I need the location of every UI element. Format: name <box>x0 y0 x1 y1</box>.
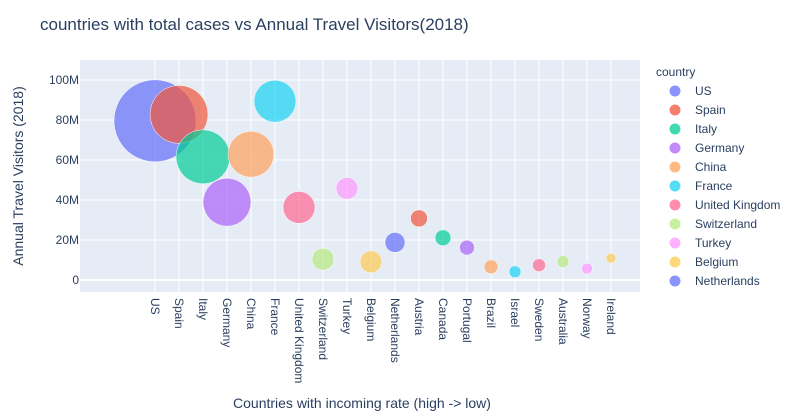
y-tick-label: 80M <box>56 113 79 127</box>
legend-item-belgium[interactable]: Belgium <box>669 255 739 269</box>
bubble-switzerland[interactable]: Switzerland <box>311 247 335 271</box>
bubble-germany[interactable]: Germany <box>202 177 252 227</box>
y-tick-label: 40M <box>56 193 79 207</box>
x-tick-label: Italy <box>196 298 210 320</box>
legend-marker <box>669 237 681 249</box>
x-tick-label: Spain <box>172 298 186 329</box>
x-tick-label: United Kingdom <box>292 298 306 383</box>
bubble-portugal[interactable]: Portugal <box>459 239 475 256</box>
legend-item-china[interactable]: China <box>669 160 727 174</box>
legend-label: Switzerland <box>695 217 757 231</box>
bubble-australia[interactable]: Australia <box>556 255 570 268</box>
legend-marker <box>669 199 681 211</box>
x-tick-label: US <box>148 298 162 315</box>
legend-marker <box>669 142 681 154</box>
x-tick-label: Canada <box>436 298 450 340</box>
x-tick-label: Austria <box>412 298 426 336</box>
y-tick-label: 20M <box>56 233 79 247</box>
x-tick-label: Germany <box>220 298 234 347</box>
legend[interactable]: country US Spain Italy Germany China France Un… <box>656 65 780 288</box>
bubble-netherlands[interactable]: Netherlands <box>384 232 406 253</box>
x-tick-label: France <box>268 298 282 336</box>
x-tick-label: China <box>244 298 258 330</box>
legend-marker <box>669 180 681 192</box>
x-tick-label: Switzerland <box>316 298 330 360</box>
legend-marker <box>669 161 681 173</box>
x-tick-label: Netherlands <box>388 298 402 363</box>
x-axis-label: Countries with incoming rate (high -> lo… <box>233 395 491 411</box>
legend-item-switzerland[interactable]: Switzerland <box>669 217 758 231</box>
legend-marker <box>669 256 681 268</box>
bubble-turkey[interactable]: Turkey <box>335 177 359 200</box>
legend-marker <box>669 85 681 97</box>
x-tick-label: Brazil <box>484 298 498 328</box>
bubble-sweden[interactable]: Sweden <box>532 258 546 272</box>
bubble-spain[interactable]: Spain <box>149 85 209 144</box>
x-tick-label: Ireland <box>604 298 618 335</box>
y-axis-label: Annual Travel Visitors (2018) <box>10 86 26 266</box>
x-tick-label: Norway <box>580 298 594 339</box>
x-tick-label: Australia <box>556 298 570 345</box>
bubble-united-kingdom[interactable]: United Kingdom <box>282 191 316 224</box>
bubble-brazil[interactable]: Brazil <box>483 259 499 275</box>
x-tick-label: Turkey <box>340 298 354 334</box>
legend-label: China <box>695 160 727 174</box>
bubble-china[interactable]: China <box>227 130 275 178</box>
legend-item-spain[interactable]: Spain <box>669 103 726 117</box>
legend-label: US <box>695 84 712 98</box>
legend-label: Netherlands <box>695 274 760 288</box>
legend-label: Belgium <box>695 255 738 269</box>
bubble-canada[interactable]: Canada <box>434 229 452 247</box>
x-tick-labels: US Spain Italy Germany China France United Kin… <box>148 298 618 383</box>
legend-label: Turkey <box>695 236 731 250</box>
bubble-ireland[interactable]: Ireland <box>605 252 617 264</box>
legend-marker <box>669 123 681 135</box>
chart-title: countries with total cases vs Annual Tra… <box>40 15 469 34</box>
legend-item-germany[interactable]: Germany <box>669 141 745 155</box>
legend-item-italy[interactable]: Italy <box>669 122 718 136</box>
y-tick-label: 60M <box>56 153 79 167</box>
y-tick-labels: 0 20M 40M 60M 80M 100M <box>49 73 79 287</box>
bubble-austria[interactable]: Austria <box>410 209 428 228</box>
bubble-italy[interactable]: Italy <box>175 129 231 185</box>
bubble-belgium[interactable]: Belgium <box>359 250 383 274</box>
x-tick-label: Belgium <box>364 298 378 341</box>
legend-item-turkey[interactable]: Turkey <box>669 236 732 250</box>
bubble-israel[interactable]: Israel <box>508 265 522 279</box>
legend-label: United Kingdom <box>695 198 780 212</box>
legend-item-united-kingdom[interactable]: United Kingdom <box>669 198 781 212</box>
legend-item-france[interactable]: France <box>669 179 733 193</box>
legend-item-netherlands[interactable]: Netherlands <box>669 274 760 288</box>
legend-label: Italy <box>695 122 717 136</box>
legend-title: country <box>656 65 695 79</box>
y-tick-label: 0 <box>72 273 79 287</box>
legend-label: France <box>695 179 733 193</box>
legend-label: Spain <box>695 103 726 117</box>
bubble-france[interactable]: France <box>253 79 297 123</box>
legend-item-us[interactable]: US <box>669 84 712 98</box>
x-tick-label: Sweden <box>532 298 546 341</box>
legend-marker <box>669 275 681 287</box>
x-tick-label: Israel <box>508 298 522 327</box>
legend-marker <box>669 218 681 230</box>
y-tick-label: 100M <box>49 73 79 87</box>
bubble-norway[interactable]: Norway <box>581 262 593 275</box>
legend-label: Germany <box>695 141 744 155</box>
x-tick-label: Portugal <box>460 298 474 343</box>
legend-marker <box>669 104 681 116</box>
